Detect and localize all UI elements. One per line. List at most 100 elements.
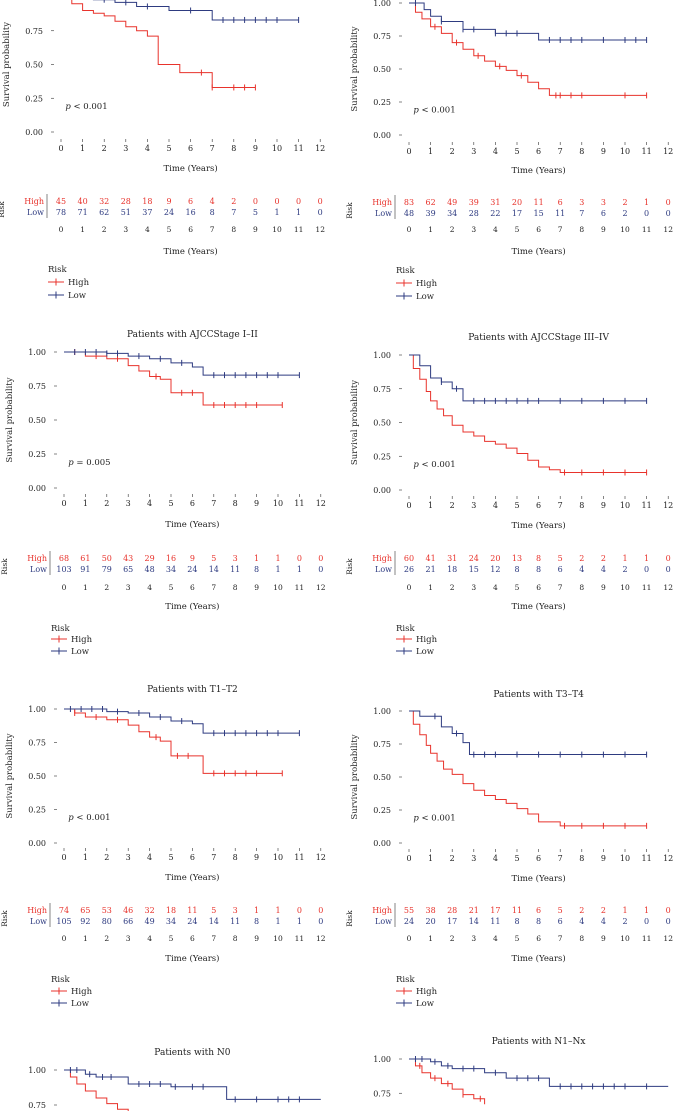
risk-count-high: 11: [534, 198, 544, 207]
x-tick-label: 10: [273, 499, 283, 508]
legend-label-high: High: [71, 635, 93, 645]
x-tick-label: 5: [514, 147, 519, 156]
risk-count-high: 65: [80, 906, 90, 915]
x-axis-label: Time (Years): [511, 520, 565, 531]
km-panel-4: Patients with AJCCStage III–IV 0.00 0.25 0.…: [345, 333, 673, 657]
panel-title: Patients with AJCCStage III–IV: [468, 333, 609, 343]
y-tick-label: 0.50: [28, 416, 46, 425]
x-tick-label: 8: [231, 144, 236, 153]
risk-x-tick-label: 8: [233, 583, 238, 592]
survival-curve-low: [64, 1069, 321, 1100]
risk-count-high: 31: [447, 554, 457, 563]
x-tick-label: 9: [253, 144, 258, 153]
risk-x-tick-label: 12: [663, 225, 673, 234]
risk-count-high: 28: [121, 197, 131, 206]
risk-count-high: 1: [644, 198, 649, 207]
y-tick-label: 0.50: [373, 773, 391, 782]
risk-count-high: 0: [297, 906, 302, 915]
risk-count-high: 0: [297, 554, 302, 563]
risk-count-high: 0: [318, 554, 323, 563]
risk-x-tick-label: 2: [450, 934, 455, 943]
risk-x-tick-label: 12: [663, 934, 673, 943]
risk-count-low: 20: [426, 917, 436, 926]
risk-count-high: 18: [166, 906, 176, 915]
p-value: p = 0.005: [68, 458, 110, 468]
risk-count-high: 39: [469, 198, 479, 207]
risk-x-axis-label: Time (Years): [165, 601, 219, 612]
legend-title: Risk: [396, 624, 415, 634]
risk-x-tick-label: 3: [471, 225, 476, 234]
risk-x-tick-label: 2: [104, 934, 109, 943]
risk-count-high: 6: [188, 197, 193, 206]
risk-count-low: 14: [469, 917, 479, 926]
legend-title: Risk: [48, 265, 67, 275]
risk-count-high: 83: [404, 198, 414, 207]
x-tick-label: 1: [80, 144, 85, 153]
risk-x-tick-label: 0: [62, 583, 67, 592]
risk-count-high: 6: [536, 906, 541, 915]
y-axis-label: Survival probability: [2, 22, 12, 107]
x-tick-label: 7: [211, 853, 216, 862]
risk-x-tick-label: 5: [515, 225, 520, 234]
x-tick-label: 1: [428, 501, 433, 510]
risk-x-axis-label: Time (Years): [163, 246, 217, 257]
risk-x-tick-label: 10: [273, 583, 283, 592]
risk-count-low: 22: [490, 209, 500, 218]
risk-count-high: 2: [601, 554, 606, 563]
risk-count-low: 2: [622, 209, 627, 218]
x-tick-label: 7: [558, 147, 563, 156]
y-tick-label: 0.00: [28, 839, 46, 848]
risk-table-label: Risk: [0, 201, 6, 218]
x-tick-label: 3: [126, 499, 131, 508]
risk-count-low: 1: [274, 208, 279, 217]
risk-x-tick-label: 7: [210, 225, 215, 234]
risk-x-axis-label: Time (Years): [511, 246, 565, 257]
risk-x-tick-label: 8: [579, 934, 584, 943]
x-tick-label: 5: [514, 854, 519, 863]
risk-count-high: 0: [666, 906, 671, 915]
x-tick-label: 9: [601, 854, 606, 863]
x-tick-label: 11: [642, 147, 652, 156]
y-axis-label: Survival probability: [350, 734, 360, 819]
legend-label-low: Low: [68, 291, 87, 301]
risk-count-low: 8: [536, 565, 541, 574]
risk-count-high: 5: [558, 906, 563, 915]
risk-count-low: 79: [102, 565, 112, 574]
x-tick-label: 2: [450, 854, 455, 863]
risk-x-tick-label: 7: [558, 583, 563, 592]
risk-x-tick-label: 6: [190, 583, 195, 592]
risk-row-label-low: Low: [375, 565, 392, 574]
risk-count-low: 105: [56, 917, 71, 926]
risk-count-low: 7: [579, 209, 584, 218]
x-tick-label: 2: [104, 853, 109, 862]
y-tick-label: 1.00: [25, 0, 43, 2]
risk-x-tick-label: 7: [558, 934, 563, 943]
risk-count-low: 0: [318, 917, 323, 926]
risk-x-tick-label: 11: [642, 934, 652, 943]
x-tick-label: 0: [61, 499, 66, 508]
risk-count-low: 14: [209, 565, 219, 574]
risk-count-low: 17: [512, 209, 522, 218]
risk-x-tick-label: 5: [169, 583, 174, 592]
risk-count-high: 53: [102, 906, 112, 915]
legend-title: Risk: [396, 266, 415, 276]
survival-curve-low: [409, 2, 647, 41]
survival-curve-high: [409, 354, 647, 473]
x-tick-label: 5: [166, 144, 171, 153]
risk-count-low: 0: [318, 565, 323, 574]
x-tick-label: 4: [493, 501, 498, 510]
x-tick-label: 4: [145, 144, 150, 153]
x-tick-label: 6: [536, 147, 541, 156]
y-tick-label: 0.00: [28, 484, 46, 493]
legend-label-low: Low: [416, 647, 435, 657]
risk-row-label-high: High: [372, 198, 392, 207]
risk-row-label-low: Low: [27, 208, 44, 217]
risk-count-high: 61: [80, 554, 90, 563]
risk-count-low: 4: [579, 917, 584, 926]
risk-count-low: 24: [164, 208, 174, 217]
survival-curve-high: [409, 710, 647, 827]
risk-x-axis-label: Time (Years): [511, 953, 565, 964]
risk-count-low: 8: [210, 208, 215, 217]
x-tick-label: 11: [294, 144, 304, 153]
